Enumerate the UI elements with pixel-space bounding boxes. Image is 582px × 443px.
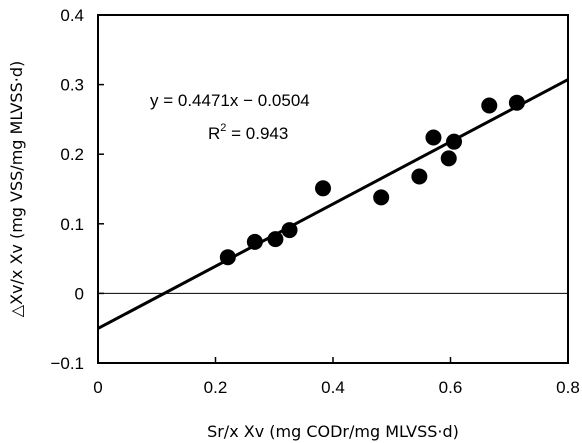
y-tick-label: 0.1	[60, 215, 84, 234]
data-point	[267, 231, 284, 248]
data-point	[446, 133, 463, 150]
x-tick-label: 0.8	[556, 378, 580, 397]
y-tick-label: −0.1	[50, 354, 84, 373]
r-squared-value: = 0.943	[226, 124, 288, 143]
y-tick-label: 0.3	[60, 76, 84, 95]
data-point	[315, 180, 332, 197]
data-point	[440, 150, 457, 167]
r-squared-symbol: R	[208, 124, 220, 143]
data-point	[425, 129, 442, 146]
y-tick-label: 0.2	[60, 145, 84, 164]
r-squared-annotation: R2 = 0.943	[208, 122, 288, 143]
r-squared-superscript: 2	[220, 122, 226, 134]
data-point	[411, 168, 428, 185]
y-tick-label: 0	[75, 284, 84, 303]
plot-area-frame	[97, 14, 569, 364]
y-axis-title: △Xv/x Xv (mg VSS/mg MLVSS·d)	[7, 61, 26, 317]
trendline	[97, 78, 569, 330]
data-point	[508, 94, 525, 111]
x-axis-title: Sr/x Xv (mg CODr/mg MLVSS·d)	[207, 422, 459, 441]
data-point	[373, 189, 390, 206]
data-point	[281, 222, 298, 239]
x-tick-label: 0.4	[321, 378, 345, 397]
x-tick-label: 0.6	[439, 378, 463, 397]
data-point	[219, 249, 236, 266]
y-tick-label: 0.4	[60, 6, 84, 25]
data-point	[246, 233, 263, 250]
data-point	[481, 97, 498, 114]
x-tick-label: 0	[93, 378, 102, 397]
equation-annotation: y = 0.4471x − 0.0504	[150, 91, 310, 110]
x-tick-label: 0.2	[204, 378, 228, 397]
